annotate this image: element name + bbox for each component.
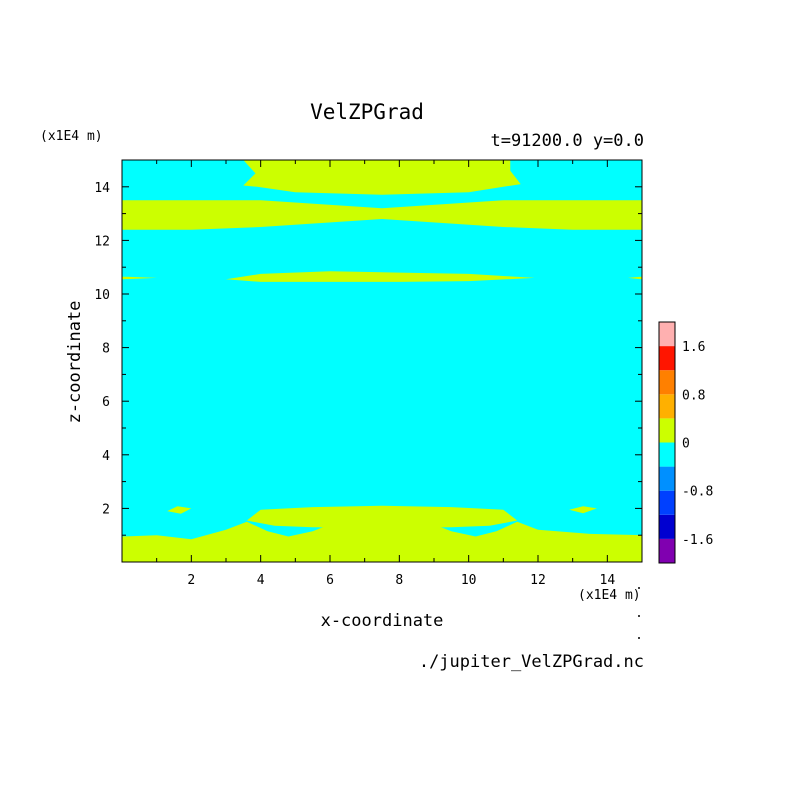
colorbar-tick-label: 1.6 — [682, 340, 705, 355]
colorbar-swatch — [659, 394, 675, 419]
colorbar-tick-label: -0.8 — [682, 485, 713, 500]
y-tick-label: 10 — [94, 288, 110, 303]
y-tick-label: 2 — [102, 502, 110, 517]
contour-region-4 — [226, 271, 535, 282]
y-tick-label: 6 — [102, 395, 110, 410]
contour-regions — [122, 160, 642, 562]
chart-subtitle: t=91200.0 y=0.0 — [490, 131, 644, 151]
x-tick-label: 12 — [530, 573, 546, 588]
y-axis-unit: (x1E4 m) — [40, 129, 103, 144]
decor-dot — [638, 637, 640, 639]
x-axis-unit: (x1E4 m) — [578, 588, 641, 603]
decor-marks — [638, 587, 640, 639]
colorbar-swatch — [659, 514, 675, 539]
contour-region-5 — [122, 276, 157, 280]
colorbar-swatch — [659, 322, 675, 347]
decor-dot — [638, 587, 640, 589]
x-tick-label: 6 — [326, 573, 334, 588]
source-filename: ./jupiter_VelZPGrad.nc — [418, 652, 644, 672]
chart-title: VelZPGrad — [310, 100, 424, 124]
colorbar: -1.6 -0.8 0 0.8 1.6 — [658, 321, 713, 564]
contour-region-1 — [246, 505, 518, 528]
contour-region-2 — [167, 506, 192, 514]
axes: 2 4 6 8 10 12 14 2 4 6 8 10 12 14 — [94, 159, 643, 588]
x-axis-label: x-coordinate — [320, 611, 444, 631]
colorbar-tick-label: -1.6 — [682, 533, 713, 548]
colorbar-swatch — [659, 370, 675, 395]
colorbar-frame — [658, 321, 676, 564]
x-tick-label: 4 — [257, 573, 265, 588]
contour-region-6 — [122, 200, 642, 230]
colorbar-swatch — [659, 538, 675, 563]
contour-region-7 — [243, 160, 521, 195]
contour-region-0 — [122, 521, 642, 562]
decor-dot — [638, 615, 640, 617]
y-tick-label: 4 — [102, 449, 110, 464]
colorbar-tick-label: 0.8 — [682, 388, 705, 403]
y-tick-label: 8 — [102, 342, 110, 357]
colorbar-swatch — [659, 346, 675, 371]
x-tick-label: 10 — [461, 573, 477, 588]
y-tick-label: 14 — [94, 181, 110, 196]
y-tick-label: 12 — [94, 234, 110, 249]
contour-region-3 — [569, 506, 597, 514]
plot-frame — [121, 159, 643, 563]
x-tick-label: 2 — [187, 573, 195, 588]
contour-region-8 — [628, 276, 642, 280]
colorbar-swatch — [659, 418, 675, 443]
x-tick-label: 14 — [600, 573, 616, 588]
x-tick-label: 8 — [395, 573, 403, 588]
colorbar-tick-label: 0 — [682, 437, 690, 452]
colorbar-swatch — [659, 442, 675, 467]
colorbar-swatch — [659, 466, 675, 491]
colorbar-swatch — [659, 490, 675, 515]
